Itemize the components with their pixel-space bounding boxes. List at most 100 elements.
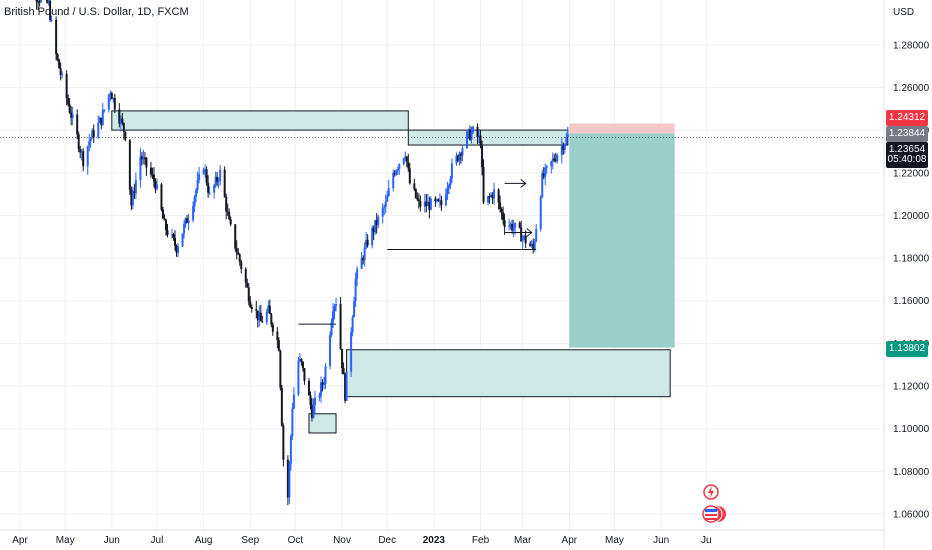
- candle-body: [267, 305, 270, 312]
- candle-body: [395, 170, 398, 175]
- candle-body: [533, 241, 536, 249]
- candle-body: [271, 324, 274, 332]
- candle-body: [512, 227, 515, 231]
- candle-body: [171, 234, 174, 236]
- candle-body: [56, 54, 59, 60]
- stop-price-tag: 1.24312: [886, 110, 928, 126]
- candle-body: [286, 459, 289, 498]
- candle-body: [402, 158, 405, 165]
- candle-body: [46, 0, 49, 3]
- candle-body: [195, 189, 198, 197]
- grid-layer: [0, 0, 884, 530]
- candle-body: [68, 104, 71, 113]
- candle-body: [161, 209, 164, 219]
- candle-body: [408, 168, 411, 184]
- candle-body: [372, 228, 375, 233]
- time-tick-label: Dec: [378, 535, 396, 546]
- candle-body: [55, 19, 58, 55]
- candle-body: [119, 118, 122, 124]
- candle-body: [225, 196, 228, 212]
- candle-body: [563, 144, 566, 150]
- candle-body: [542, 173, 545, 177]
- flash-icon[interactable]: [703, 484, 719, 500]
- candle-body: [333, 306, 336, 312]
- candle-body: [79, 149, 82, 153]
- time-axis[interactable]: Apr May Jun Jul Aug Sep Oct Nov Dec 2023 Feb Mar Apr…: [12, 535, 711, 546]
- candle-body: [223, 169, 226, 197]
- price-tick-label: 1.22000: [893, 168, 930, 179]
- candle-body: [265, 311, 268, 323]
- target-price-tag: 1.13802: [886, 341, 928, 357]
- candle-body: [393, 173, 396, 175]
- us-flag-icon[interactable]: [702, 505, 726, 523]
- candle-body: [237, 252, 240, 255]
- candle-body: [80, 151, 83, 153]
- candle-body: [192, 206, 195, 221]
- symbol-title[interactable]: British Pound / U.S. Dollar, 1D, FXCM: [4, 6, 189, 18]
- candle-body: [216, 176, 219, 182]
- candle-body: [131, 191, 134, 206]
- time-tick-label: Oct: [288, 535, 304, 546]
- candle-body: [186, 218, 189, 223]
- candle-body: [142, 157, 145, 160]
- candle-body: [456, 155, 459, 161]
- candle-body: [419, 201, 422, 207]
- arrow-head: [526, 228, 533, 237]
- candle-body: [458, 153, 461, 161]
- supply-demand-zone: [346, 349, 671, 398]
- time-tick-label: Apr: [562, 535, 578, 546]
- time-tick-label: Apr: [12, 535, 28, 546]
- time-tick-label: 2023: [423, 535, 446, 546]
- candle-body: [297, 360, 300, 395]
- supply-demand-zone: [308, 413, 337, 434]
- candle-body: [374, 220, 377, 233]
- candle-body: [277, 340, 280, 351]
- candle-body: [366, 239, 369, 246]
- candle-body: [407, 161, 410, 169]
- price-tick-label: 1.10000: [893, 424, 930, 435]
- candle-body: [249, 301, 252, 308]
- candle-body: [553, 158, 556, 161]
- candle-body: [339, 304, 342, 349]
- candle-body: [130, 189, 133, 206]
- candle-body: [330, 322, 333, 336]
- candle-body: [298, 358, 301, 361]
- candle-body: [523, 235, 526, 238]
- candle-body: [503, 220, 506, 227]
- candle-body: [468, 129, 471, 140]
- candle-body: [428, 202, 431, 210]
- time-tick-label: Mar: [514, 535, 532, 546]
- candle-body: [398, 164, 401, 170]
- candle-body: [184, 218, 187, 225]
- candle-body: [342, 367, 345, 375]
- candle-body: [386, 195, 389, 202]
- annotation-layer[interactable]: [111, 110, 675, 434]
- price-tick-label: 1.08000: [893, 467, 930, 478]
- candle-body: [155, 184, 158, 190]
- candle-body: [37, 1, 40, 3]
- candle-body: [481, 145, 484, 168]
- candle-body: [88, 141, 91, 147]
- candle-body: [110, 93, 113, 100]
- candle-body: [416, 197, 419, 200]
- candle-body: [38, 1, 41, 3]
- candle-body: [307, 380, 310, 396]
- candle-body: [324, 366, 327, 384]
- candle-body: [482, 167, 485, 203]
- candle-body: [312, 405, 315, 418]
- candle-body: [396, 169, 399, 171]
- candle-body: [76, 114, 79, 135]
- time-tick-label: Jun: [653, 535, 669, 546]
- time-tick-label: Jun: [104, 535, 120, 546]
- candle-body: [459, 153, 462, 156]
- candle-body: [240, 261, 243, 270]
- candle-body: [187, 220, 190, 223]
- candle-body: [149, 167, 152, 175]
- candle-body: [560, 145, 563, 156]
- candle-body: [202, 169, 205, 174]
- candle-body: [524, 235, 527, 244]
- candle-body: [532, 244, 535, 249]
- candle-body: [413, 183, 416, 189]
- candle-body: [35, 0, 38, 2]
